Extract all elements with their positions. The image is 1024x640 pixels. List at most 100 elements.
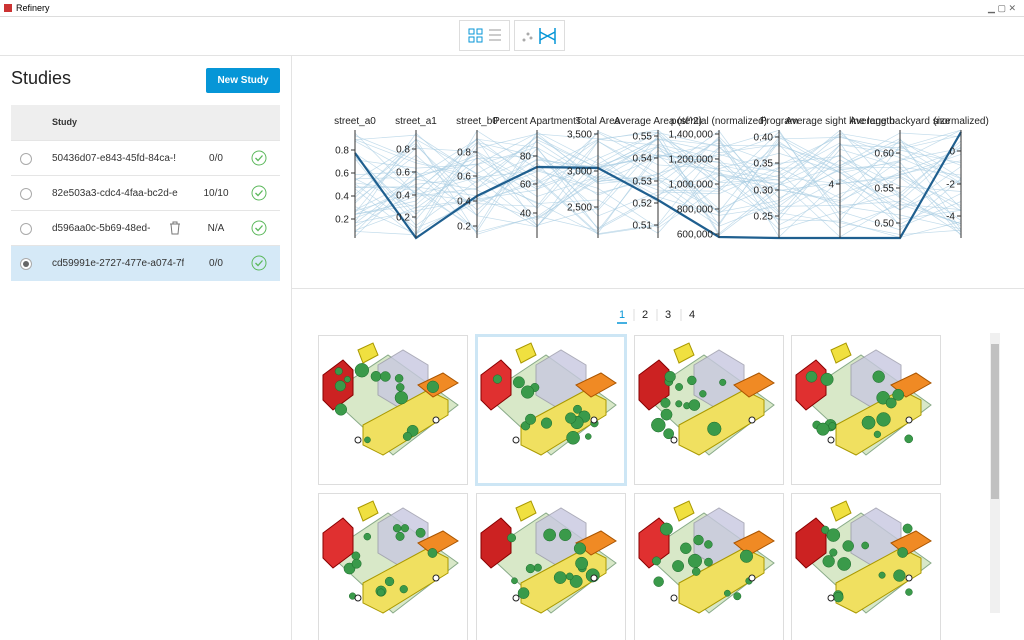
page-number[interactable]: 1 (619, 309, 625, 321)
sidebar: Studies New Study Study 50436d07-e843-45… (0, 56, 292, 640)
block (515, 342, 537, 364)
tree (837, 557, 852, 571)
scroll-thumb[interactable] (991, 344, 999, 499)
study-row[interactable]: d596aa0c-5b69-48ed- N/A (11, 210, 280, 246)
result-card[interactable] (634, 493, 784, 640)
study-progress: N/A (207, 223, 225, 234)
tick-label: 0.51 (633, 221, 653, 232)
tree (904, 434, 914, 444)
tick-label: 0.6 (396, 168, 410, 179)
tree (351, 551, 361, 561)
tree (660, 397, 671, 408)
tick-label: 0.55 (633, 132, 653, 143)
marker (512, 436, 520, 444)
status-ok (251, 185, 267, 201)
window-controls[interactable]: ▁ ▢ ✕ (988, 3, 1016, 13)
tree (492, 374, 503, 384)
delete-icon[interactable] (169, 221, 181, 235)
axis-title: Program (760, 116, 798, 127)
tree (892, 388, 905, 401)
tick-label: 0.53 (633, 177, 653, 188)
tree (512, 376, 525, 389)
window-title: Refinery (16, 3, 50, 13)
result-card[interactable] (791, 493, 941, 640)
block (673, 342, 695, 364)
tree (861, 415, 876, 430)
tree (672, 560, 685, 573)
result-card[interactable] (476, 493, 626, 640)
tick-label: 3,000 (567, 167, 592, 178)
tree (400, 524, 409, 533)
tree (723, 589, 731, 597)
marker (670, 594, 678, 602)
study-progress: 0/0 (209, 153, 223, 164)
radio[interactable] (19, 152, 33, 166)
result-card[interactable] (318, 335, 468, 485)
study-row[interactable]: 82e503a3-cdc4-4faa-bc2d-e 10/10 (11, 175, 280, 211)
tree (652, 556, 661, 566)
result-card[interactable] (318, 493, 468, 640)
view-switcher[interactable] (459, 20, 565, 52)
main-panel: street_a00.80.60.40.2street_a10.80.60.40… (292, 116, 1024, 640)
tick-label: 3,500 (567, 130, 592, 141)
study-id: 82e503a3-cdc4-4faa-bc2d-e (52, 188, 178, 199)
new-study-button[interactable]: New Study (206, 68, 280, 93)
study-row[interactable]: 50436d07-e843-45fd-84ca-! 0/0 (11, 140, 280, 176)
tree (687, 375, 697, 386)
tick-label: 0.30 (754, 186, 774, 197)
tick-label: 0.50 (875, 219, 895, 230)
tree (833, 592, 844, 603)
tree (893, 569, 906, 582)
status-ok (251, 255, 267, 271)
radio[interactable] (19, 222, 33, 236)
tree (540, 417, 553, 429)
result-card[interactable] (791, 335, 941, 485)
marker (590, 574, 598, 582)
block (638, 359, 670, 411)
tree (680, 542, 692, 555)
status-ok (251, 150, 267, 166)
tree (569, 575, 583, 588)
axis-title: potential (normalized) (671, 116, 767, 127)
block (357, 342, 379, 364)
tree (584, 433, 592, 440)
marker (590, 416, 598, 424)
result-card[interactable] (634, 335, 784, 485)
tree (861, 541, 870, 550)
tree (704, 540, 713, 549)
axis-title: street_a0 (334, 116, 376, 127)
page-number[interactable]: 4 (689, 309, 695, 321)
radio[interactable] (19, 187, 33, 201)
study-row[interactable]: cd59991e-2727-477e-a074-7f 0/0 (11, 245, 280, 281)
tree (699, 390, 707, 398)
tree (507, 533, 517, 543)
marker (512, 594, 520, 602)
marker (670, 436, 678, 444)
tree (660, 522, 673, 536)
marker (748, 416, 756, 424)
block (830, 342, 852, 364)
tree (829, 548, 838, 557)
tree (533, 563, 542, 572)
tree (525, 413, 537, 425)
marker (905, 574, 913, 582)
tick-label: 0.54 (633, 154, 653, 165)
tree (334, 367, 343, 376)
tree (427, 548, 438, 558)
block (795, 359, 827, 411)
tick-label: 0.4 (396, 191, 410, 202)
tree (395, 531, 405, 541)
axis-title: (normalized) (933, 116, 989, 127)
marker (905, 416, 913, 424)
result-card[interactable] (475, 334, 627, 486)
radio[interactable] (19, 257, 33, 271)
tree (872, 370, 885, 383)
axis-title: Average Area (sf^2) (614, 116, 702, 127)
page-number[interactable]: 3 (665, 309, 671, 321)
tree (663, 428, 675, 440)
status-ok (251, 220, 267, 236)
title-bar: Refinery ▁ ▢ ✕ (0, 0, 1024, 17)
study-id: d596aa0c-5b69-48ed- (52, 223, 151, 234)
page-number[interactable]: 2 (642, 309, 648, 321)
